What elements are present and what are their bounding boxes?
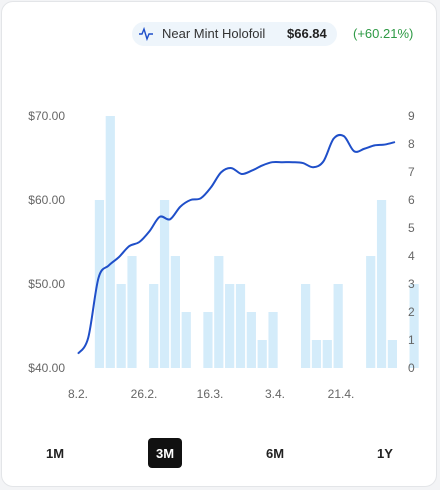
volume-bar — [246, 312, 256, 368]
price-volume-chart: $70.00 $60.00 $50.00 $40.00 9 8 7 6 5 4 3 2 1 0 8.2. 26… — [28, 109, 419, 401]
volume-tick-label: 6 — [408, 193, 415, 207]
legend-price: $66.84 — [287, 26, 327, 41]
volume-bar — [387, 340, 397, 368]
volume-bar — [366, 256, 376, 368]
volume-tick-label: 1 — [408, 333, 415, 347]
volume-bar — [311, 340, 322, 368]
volume-bar — [127, 256, 137, 368]
x-tick-label: 3.4. — [265, 387, 285, 401]
volume-bar — [409, 284, 419, 368]
volume-tick-label: 4 — [408, 249, 415, 263]
volume-bar — [181, 312, 191, 368]
volume-tick-label: 2 — [408, 305, 415, 319]
range-button-1y[interactable]: 1Y — [377, 445, 393, 461]
volume-bar — [376, 200, 387, 368]
range-button-6m[interactable]: 6M — [265, 445, 285, 461]
volume-bar — [268, 312, 278, 368]
range-button-1m[interactable]: 1M — [45, 445, 65, 461]
volume-bar — [257, 340, 267, 368]
volume-bar — [333, 284, 343, 368]
price-tick-label: $70.00 — [28, 109, 65, 123]
x-tick-label: 16.3. — [197, 387, 224, 401]
volume-tick-label: 0 — [408, 361, 415, 375]
volume-bar — [301, 284, 311, 368]
volume-bar — [235, 284, 246, 368]
volume-tick-label: 9 — [408, 109, 415, 123]
x-tick-label: 8.2. — [68, 387, 88, 401]
price-tick-label: $40.00 — [28, 361, 65, 375]
volume-bar — [225, 284, 235, 368]
volume-tick-label: 8 — [408, 137, 415, 151]
volume-bar — [94, 200, 105, 368]
volume-bar — [116, 284, 126, 368]
price-tick-label: $60.00 — [28, 193, 65, 207]
volume-tick-label: 3 — [408, 277, 415, 291]
legend-pill — [132, 22, 337, 46]
volume-bar — [170, 256, 180, 368]
volume-bar — [159, 200, 170, 368]
volume-bar — [214, 256, 224, 368]
price-tick-label: $50.00 — [28, 277, 65, 291]
line-chart-icon — [139, 27, 153, 41]
legend-change: (+60.21%) — [353, 26, 414, 41]
volume-bar — [203, 312, 213, 368]
legend-series-name: Near Mint Holofoil — [162, 26, 266, 41]
volume-tick-label: 7 — [408, 165, 415, 179]
x-tick-label: 21.4. — [328, 387, 355, 401]
x-tick-label: 26.2. — [131, 387, 158, 401]
volume-bar — [322, 340, 332, 368]
volume-bar — [105, 116, 115, 368]
range-button-3m[interactable]: 3M — [148, 438, 182, 468]
price-line — [77, 133, 396, 355]
volume-tick-label: 5 — [408, 221, 415, 235]
volume-bar — [149, 284, 159, 368]
